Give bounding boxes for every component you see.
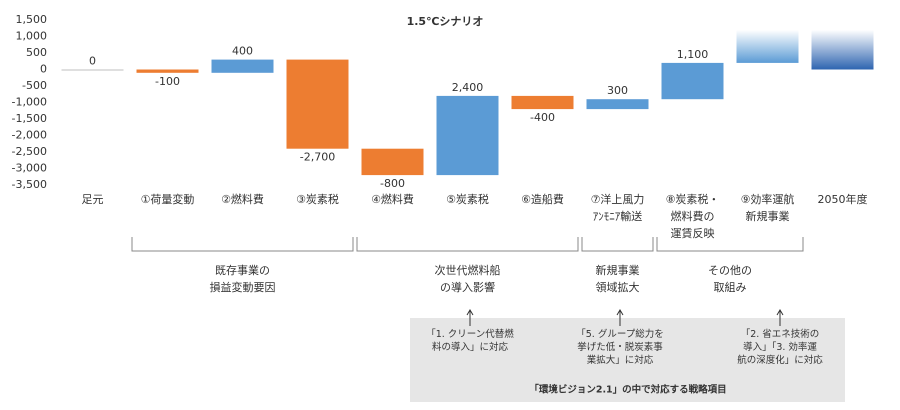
bar xyxy=(811,29,874,70)
x-tick-label: ⑤炭素税 xyxy=(446,192,489,206)
data-label: 300 xyxy=(607,84,628,97)
bar xyxy=(736,29,799,63)
x-tick-label: 2050年度 xyxy=(818,192,868,206)
note-text: 「5. グループ総力を挙げた低・脱炭素事業拡大」に対応 xyxy=(576,328,664,366)
data-label: 400 xyxy=(232,45,253,58)
bar xyxy=(586,99,649,110)
x-tick-label: ⑦洋上風力ｱﾝﾓﾆｱ輸送 xyxy=(591,192,645,223)
chart-title: 1.5℃シナリオ xyxy=(407,15,484,28)
bar xyxy=(136,69,199,73)
bar xyxy=(511,95,574,110)
bar xyxy=(61,69,124,71)
y-tick-label: 1,500 xyxy=(16,13,48,26)
x-tick-label: ⑧炭素税・燃料費の運賃反映 xyxy=(666,192,720,240)
data-label: -400 xyxy=(530,111,555,124)
group-label: 次世代燃料船の導入影響 xyxy=(435,263,501,294)
data-label: 2,400 xyxy=(452,81,484,94)
y-tick-label: -3,000 xyxy=(12,162,47,175)
x-tick-label: ④燃料費 xyxy=(371,192,414,206)
y-tick-label: -2,500 xyxy=(12,145,47,158)
y-tick-label: 1,000 xyxy=(16,30,48,43)
group-bracket xyxy=(581,237,654,252)
y-tick-label: 500 xyxy=(26,46,47,59)
group-label: その他の取組み xyxy=(708,264,752,294)
y-tick-label: -1,500 xyxy=(12,112,47,125)
x-tick-label: ②燃料費 xyxy=(221,192,264,206)
note-text: 「1. クリーン代替燃料の導入」に対応 xyxy=(426,328,514,353)
y-tick-label: -2,000 xyxy=(12,129,47,142)
bar xyxy=(286,59,349,149)
y-tick-label: -3,500 xyxy=(12,178,47,191)
data-label: 0 xyxy=(89,55,96,68)
y-tick-label: -500 xyxy=(22,79,47,92)
data-label: -100 xyxy=(155,75,180,88)
group-label: 既存事業の損益変動要因 xyxy=(210,263,276,294)
note-arrow xyxy=(466,309,474,326)
data-label: 1,100 xyxy=(677,48,709,61)
y-tick-label: 0 xyxy=(40,63,47,76)
data-label: -800 xyxy=(380,177,405,190)
y-tick-label: -1,000 xyxy=(12,96,47,109)
bar xyxy=(436,95,499,176)
group-label: 新規事業領域拡大 xyxy=(596,263,640,294)
group-bracket xyxy=(656,237,804,252)
note-arrow xyxy=(776,309,784,326)
x-tick-label: ③炭素税 xyxy=(296,192,339,206)
x-tick-label: ①荷量変動 xyxy=(141,192,195,206)
data-label: -2,700 xyxy=(300,151,335,164)
x-tick-label: ⑨効率運航新規事業 xyxy=(741,192,795,223)
bar xyxy=(661,62,724,100)
notes-title: 「環境ビジョン2.1」の中で対応する戦略項目 xyxy=(529,384,726,396)
x-tick-label: 足元 xyxy=(82,193,104,206)
group-bracket xyxy=(131,237,354,252)
notes-panel xyxy=(410,318,845,402)
note-text: 「2. 省エネ技術の導入」「3. 効率運航の深度化」に対応 xyxy=(737,328,823,366)
note-arrow xyxy=(616,309,624,326)
group-bracket xyxy=(356,237,579,252)
x-tick-label: ⑥造船費 xyxy=(521,192,564,206)
bar xyxy=(361,148,424,176)
bar xyxy=(211,59,274,73)
